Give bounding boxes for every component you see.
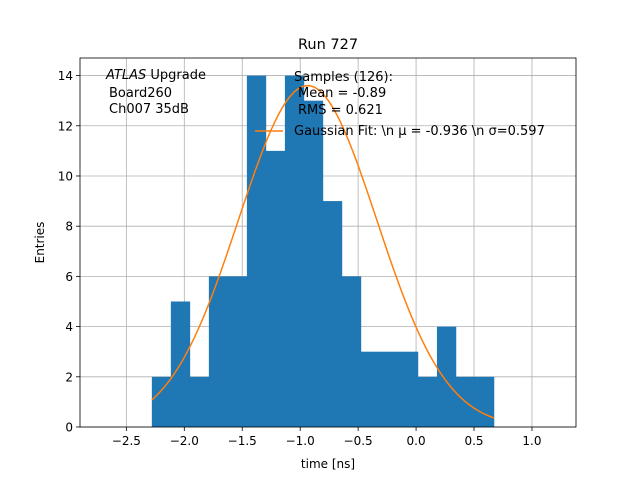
histogram-bars — [151, 75, 495, 428]
y-tick-label: 6 — [65, 270, 73, 284]
atlas-annotation: ATLAS Upgrade — [105, 68, 206, 83]
histogram-bar — [189, 376, 210, 427]
x-tick-label: −2.0 — [170, 434, 199, 448]
histogram-bar — [398, 351, 419, 427]
histogram-bar — [265, 150, 286, 427]
histogram-bar — [436, 326, 457, 427]
histogram-bar — [474, 376, 495, 427]
y-tick-label: 0 — [65, 421, 73, 435]
histogram-bar — [284, 75, 305, 428]
board-label: Board260 — [109, 86, 172, 101]
legend-samples-label: Samples (126): — [294, 70, 393, 85]
x-tick-label: −1.5 — [228, 434, 257, 448]
legend-mean-label: Mean = -0.89 — [298, 86, 386, 101]
y-tick-label: 14 — [58, 69, 73, 83]
y-tick-label: 4 — [65, 320, 73, 334]
x-axis-ticks: −2.5 −2.0 −1.5 −1.0 −0.5 0.0 0.5 1.0 — [112, 427, 542, 448]
y-tick-label: 8 — [65, 220, 73, 234]
gaussian-fit-curve — [151, 84, 495, 419]
channel-label: Ch007 35dB — [109, 102, 189, 117]
histogram-bar — [151, 376, 172, 427]
histogram-bar — [322, 201, 343, 427]
y-tick-label: 2 — [65, 370, 73, 384]
y-axis-label: Entries — [33, 222, 47, 264]
x-tick-label: −2.5 — [112, 434, 141, 448]
x-tick-label: −0.5 — [344, 434, 373, 448]
legend-fit-label: Gaussian Fit: \n μ = -0.936 \n σ=0.597 — [294, 124, 545, 139]
chart-title: Run 727 — [298, 37, 358, 53]
x-tick-label: −1.0 — [286, 434, 315, 448]
histogram-bar — [341, 276, 362, 427]
y-axis-ticks: 0 2 4 6 8 10 12 14 — [58, 69, 80, 435]
x-tick-label: 0.5 — [464, 434, 483, 448]
x-tick-label: 1.0 — [522, 434, 541, 448]
histogram-bar — [417, 376, 438, 427]
histogram-bar — [227, 276, 248, 427]
histogram-bar — [379, 351, 400, 427]
plot-frame — [79, 57, 577, 428]
legend: Samples (126): Mean = -0.89 RMS = 0.621 … — [255, 70, 545, 139]
x-tick-label: 0.0 — [407, 434, 426, 448]
atlas-label: ATLAS — [105, 68, 146, 83]
y-tick-label: 12 — [58, 119, 73, 133]
y-tick-label: 10 — [58, 169, 73, 183]
atlas-suffix: Upgrade — [146, 68, 206, 83]
x-axis-label: time [ns] — [301, 457, 355, 471]
histogram-bar — [303, 100, 324, 428]
legend-rms-label: RMS = 0.621 — [298, 103, 383, 118]
histogram-bar — [246, 75, 267, 428]
histogram-bar — [360, 351, 381, 427]
histogram-bar — [208, 276, 229, 427]
